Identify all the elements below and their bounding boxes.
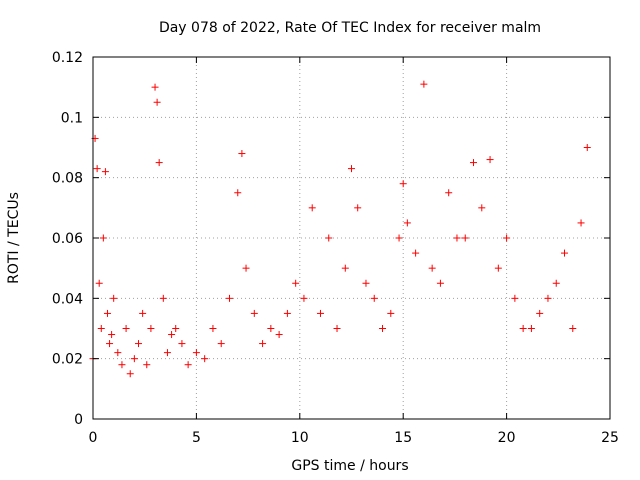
data-point [95, 279, 103, 287]
data-point [97, 325, 105, 332]
data-point [184, 361, 192, 369]
data-point [519, 325, 527, 332]
data-point [139, 309, 147, 317]
data-point [561, 249, 569, 257]
data-point [527, 325, 535, 332]
data-point [420, 80, 428, 88]
x-tick-label: 10 [291, 430, 309, 446]
data-point [153, 98, 161, 106]
x-tick-label: 0 [89, 430, 98, 446]
x-tick-label: 25 [601, 430, 619, 446]
data-point [379, 325, 387, 332]
data-point [250, 309, 258, 317]
data-point [134, 340, 142, 348]
data-point [552, 279, 560, 287]
data-point [333, 325, 341, 332]
data-point [300, 294, 308, 302]
data-point [403, 219, 411, 227]
data-point [292, 279, 300, 287]
data-point [93, 165, 101, 173]
data-point [114, 349, 122, 357]
data-point [569, 325, 577, 332]
data-point [143, 361, 151, 369]
data-point [308, 204, 316, 212]
data-point [201, 355, 209, 363]
data-point [234, 189, 242, 197]
x-tick-label: 15 [394, 430, 412, 446]
data-point [412, 249, 420, 257]
data-point [445, 189, 453, 197]
grid-lines [93, 57, 610, 419]
data-point [225, 294, 233, 302]
data-point [283, 309, 291, 317]
plot-frame [92, 56, 611, 420]
data-point [453, 234, 461, 242]
y-tick-label: 0.02 [52, 352, 83, 368]
data-point [436, 279, 444, 287]
data-point [536, 309, 544, 317]
data-point [511, 294, 519, 302]
axes: 0 0.02 0.04 0.06 0.08 0.1 0.12 0 5 10 15 20 25 [52, 50, 619, 446]
data-point [461, 234, 469, 242]
data-point [159, 294, 167, 302]
data-point [341, 264, 349, 272]
data-point [387, 309, 395, 317]
data-point [577, 219, 585, 227]
data-point [478, 204, 486, 212]
data-point [209, 325, 217, 332]
data-point [163, 349, 171, 357]
data-point [259, 340, 267, 348]
data-point [178, 340, 186, 348]
data-point [354, 204, 362, 212]
data-point [238, 150, 246, 158]
data-point [267, 325, 275, 332]
data-point [316, 309, 324, 317]
data-point [399, 180, 407, 188]
y-tick-label: 0 [74, 412, 83, 428]
data-points [89, 80, 591, 378]
x-tick-label: 20 [498, 430, 516, 446]
data-point [217, 340, 225, 348]
data-point [99, 234, 107, 242]
data-point [242, 264, 250, 272]
y-tick-label: 0.04 [52, 291, 83, 307]
data-point [155, 159, 163, 167]
data-point [172, 325, 180, 332]
data-point [428, 264, 436, 272]
data-point [503, 234, 511, 242]
data-point [147, 325, 155, 332]
data-point [362, 279, 370, 287]
y-tick-label: 0.1 [61, 110, 83, 126]
data-point [130, 355, 138, 363]
data-point [486, 156, 494, 164]
data-point [151, 83, 159, 91]
data-point [106, 340, 114, 348]
x-tick-label: 5 [192, 430, 201, 446]
data-point [325, 234, 333, 242]
data-point [583, 144, 591, 151]
data-point [544, 294, 552, 302]
data-point [370, 294, 378, 302]
data-point [168, 331, 176, 339]
data-point [126, 370, 134, 378]
data-point [103, 309, 111, 317]
y-tick-label: 0.06 [52, 231, 83, 247]
x-axis-label: GPS time / hours [291, 458, 408, 474]
chart-title: Day 078 of 2022, Rate Of TEC Index for r… [159, 20, 541, 36]
data-point [108, 331, 116, 339]
data-point [101, 168, 109, 176]
data-point [348, 165, 355, 173]
data-point [110, 294, 118, 302]
y-tick-label: 0.08 [52, 171, 83, 187]
y-tick-label: 0.12 [52, 50, 83, 66]
data-point [470, 159, 478, 167]
data-point [395, 234, 403, 242]
data-point [122, 325, 130, 332]
data-point [275, 331, 283, 339]
data-point [192, 349, 200, 357]
y-axis-label: ROTI / TECUs [6, 192, 22, 284]
data-point [118, 361, 126, 369]
data-point [494, 264, 502, 272]
